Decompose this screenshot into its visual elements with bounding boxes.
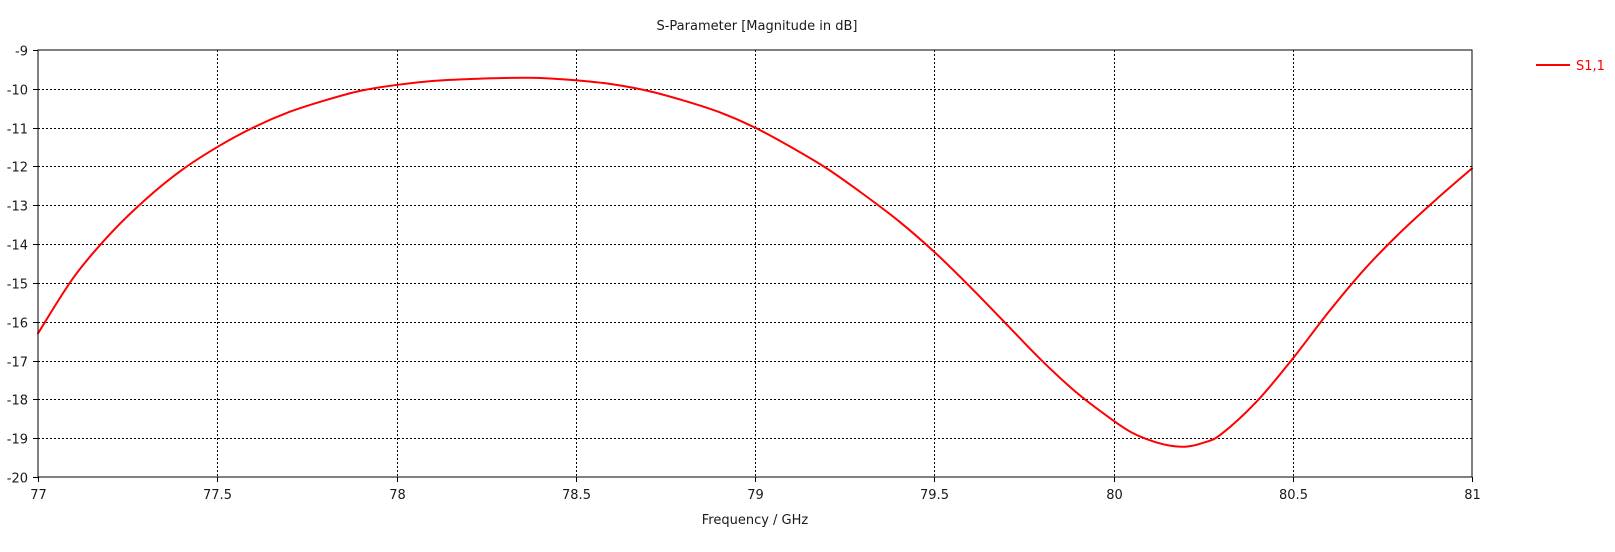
series-layer bbox=[37, 76, 1473, 448]
y-tick-label: -16 bbox=[7, 317, 28, 332]
y-tick-label: -13 bbox=[7, 200, 28, 215]
legend-label: S1,1 bbox=[1576, 59, 1605, 74]
y-tick-label: -18 bbox=[7, 394, 28, 409]
y-tick-label: -12 bbox=[7, 161, 28, 176]
x-tick-label: 80 bbox=[1106, 488, 1123, 503]
y-tick-label: -15 bbox=[7, 278, 28, 293]
x-tick-label: 78.5 bbox=[562, 488, 591, 503]
x-tick-label: 79.5 bbox=[920, 488, 949, 503]
series-line-s11 bbox=[37, 76, 1473, 448]
x-tick-label: 78 bbox=[389, 488, 406, 503]
x-axis-label: Frequency / GHz bbox=[702, 513, 809, 528]
y-tick-label: -17 bbox=[7, 356, 28, 371]
y-tick-label: -20 bbox=[7, 472, 28, 487]
y-tick-label: -14 bbox=[7, 239, 28, 254]
y-axis: -9 -10 -11 -12 -13 -14 -15 -16 -17 -18 -19 -20 bbox=[7, 45, 38, 487]
y-tick-label: -19 bbox=[7, 433, 28, 448]
x-tick-label: 77.5 bbox=[203, 488, 232, 503]
y-tick-label: -9 bbox=[15, 45, 28, 60]
y-tick-label: -11 bbox=[7, 123, 28, 138]
legend: S1,1 bbox=[1536, 59, 1605, 74]
grid bbox=[38, 50, 1472, 477]
x-axis: 77 77.5 78 78.5 79 79.5 80 80.5 81 bbox=[30, 477, 1481, 503]
x-tick-label: 79 bbox=[747, 488, 764, 503]
x-tick-label: 81 bbox=[1464, 488, 1481, 503]
chart-title: S-Parameter [Magnitude in dB] bbox=[656, 19, 857, 34]
y-tick-label: -10 bbox=[7, 84, 28, 99]
x-tick-label: 80.5 bbox=[1279, 488, 1308, 503]
x-tick-label: 77 bbox=[30, 488, 47, 503]
